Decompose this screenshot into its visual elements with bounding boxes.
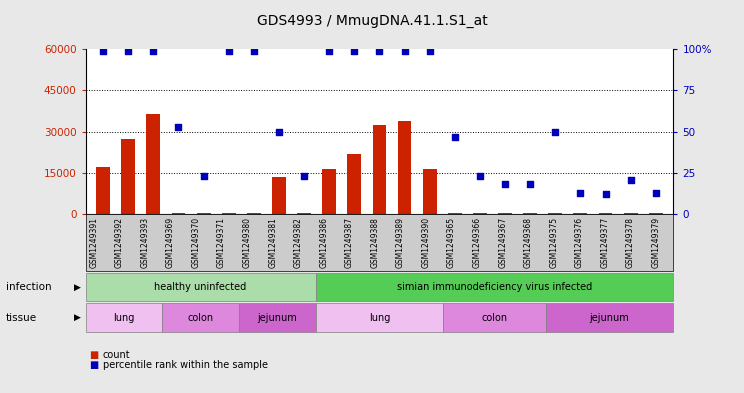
Text: GSM1249366: GSM1249366 bbox=[472, 217, 481, 268]
Bar bbox=[574, 213, 587, 214]
Text: GSM1249392: GSM1249392 bbox=[115, 217, 124, 268]
Point bbox=[198, 173, 210, 179]
Point bbox=[525, 181, 536, 187]
Point bbox=[147, 48, 159, 54]
Point bbox=[549, 129, 561, 135]
Point bbox=[399, 48, 411, 54]
Text: lung: lung bbox=[369, 312, 390, 323]
Text: GSM1249368: GSM1249368 bbox=[524, 217, 533, 268]
Text: ▶: ▶ bbox=[74, 283, 80, 292]
Text: tissue: tissue bbox=[6, 312, 37, 323]
Text: GSM1249388: GSM1249388 bbox=[371, 217, 379, 268]
Point bbox=[122, 48, 134, 54]
Point bbox=[298, 173, 310, 179]
Text: GSM1249378: GSM1249378 bbox=[626, 217, 635, 268]
Bar bbox=[448, 213, 462, 214]
Point bbox=[474, 173, 486, 179]
Bar bbox=[347, 154, 362, 214]
Point bbox=[625, 176, 637, 183]
Bar bbox=[322, 169, 336, 214]
Text: GSM1249387: GSM1249387 bbox=[345, 217, 354, 268]
Text: lung: lung bbox=[113, 312, 135, 323]
Text: GSM1249393: GSM1249393 bbox=[141, 217, 150, 268]
Text: GSM1249371: GSM1249371 bbox=[217, 217, 226, 268]
Text: GDS4993 / MmugDNA.41.1.S1_at: GDS4993 / MmugDNA.41.1.S1_at bbox=[257, 14, 487, 28]
Bar bbox=[649, 213, 663, 214]
Point bbox=[323, 48, 335, 54]
Point bbox=[449, 134, 461, 140]
Text: ▶: ▶ bbox=[74, 313, 80, 322]
Point bbox=[373, 48, 385, 54]
Bar bbox=[196, 213, 211, 214]
Text: GSM1249391: GSM1249391 bbox=[89, 217, 98, 268]
Text: ■: ■ bbox=[89, 350, 98, 360]
Bar bbox=[147, 114, 160, 214]
Text: GSM1249375: GSM1249375 bbox=[549, 217, 558, 268]
Bar bbox=[121, 138, 135, 214]
Text: GSM1249389: GSM1249389 bbox=[396, 217, 405, 268]
Point bbox=[348, 48, 360, 54]
Bar bbox=[247, 213, 260, 214]
Point bbox=[273, 129, 285, 135]
Text: simian immunodeficiency virus infected: simian immunodeficiency virus infected bbox=[397, 282, 592, 292]
Bar bbox=[599, 213, 612, 214]
Text: jejunum: jejunum bbox=[257, 312, 297, 323]
Text: GSM1249381: GSM1249381 bbox=[269, 217, 278, 268]
Point bbox=[222, 48, 234, 54]
Text: healthy uninfected: healthy uninfected bbox=[155, 282, 247, 292]
Text: GSM1249382: GSM1249382 bbox=[294, 217, 303, 268]
Text: GSM1249376: GSM1249376 bbox=[575, 217, 584, 268]
Bar bbox=[297, 213, 311, 214]
Bar bbox=[373, 125, 386, 214]
Bar bbox=[523, 213, 537, 214]
Text: GSM1249365: GSM1249365 bbox=[447, 217, 456, 268]
Text: count: count bbox=[103, 350, 130, 360]
Text: GSM1249370: GSM1249370 bbox=[191, 217, 201, 268]
Point bbox=[499, 181, 511, 187]
Point bbox=[173, 123, 185, 130]
Bar bbox=[272, 177, 286, 214]
Bar bbox=[548, 213, 562, 214]
Point bbox=[97, 48, 109, 54]
Text: colon: colon bbox=[481, 312, 507, 323]
Bar bbox=[473, 213, 487, 214]
Bar bbox=[623, 213, 638, 214]
Text: percentile rank within the sample: percentile rank within the sample bbox=[103, 360, 268, 370]
Bar bbox=[423, 169, 437, 214]
Text: GSM1249367: GSM1249367 bbox=[498, 217, 507, 268]
Text: GSM1249377: GSM1249377 bbox=[600, 217, 609, 268]
Bar bbox=[397, 121, 411, 214]
Text: jejunum: jejunum bbox=[589, 312, 629, 323]
Bar bbox=[498, 213, 512, 214]
Text: GSM1249369: GSM1249369 bbox=[166, 217, 175, 268]
Point bbox=[574, 189, 586, 196]
Text: GSM1249380: GSM1249380 bbox=[243, 217, 251, 268]
Bar bbox=[172, 213, 185, 214]
Bar bbox=[96, 167, 110, 214]
Bar bbox=[222, 213, 236, 214]
Point bbox=[600, 191, 612, 198]
Point bbox=[248, 48, 260, 54]
Text: colon: colon bbox=[187, 312, 214, 323]
Point bbox=[424, 48, 436, 54]
Text: GSM1249379: GSM1249379 bbox=[652, 217, 661, 268]
Text: GSM1249390: GSM1249390 bbox=[422, 217, 431, 268]
Text: infection: infection bbox=[6, 282, 51, 292]
Text: GSM1249386: GSM1249386 bbox=[319, 217, 328, 268]
Text: ■: ■ bbox=[89, 360, 98, 370]
Point bbox=[650, 189, 661, 196]
